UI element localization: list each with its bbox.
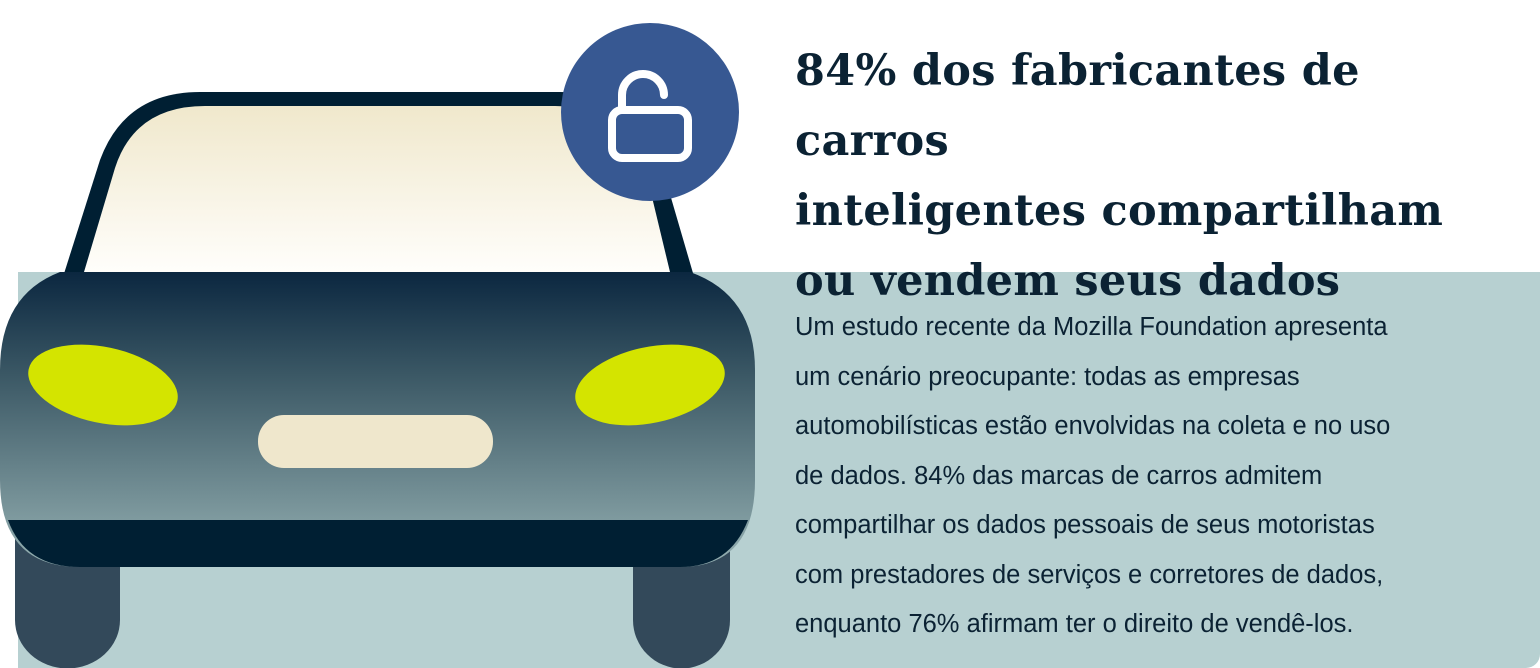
windshield-glass (84, 106, 670, 272)
headlight-left (28, 344, 178, 426)
body-line: Um estudo recente da Mozilla Foundation … (795, 313, 1388, 341)
body-line: com prestadores de serviços e corretores… (795, 560, 1384, 589)
body-line: compartilhar os dados pessoais de seus m… (795, 511, 1375, 539)
headline: 84% dos fabricantes de carros inteligent… (795, 36, 1515, 316)
headline-line: ou vendem seus dados (795, 256, 1341, 306)
headlight-right (575, 344, 725, 426)
headline-line: inteligentes compartilham (795, 186, 1444, 236)
body-line: de dados. 84% das marcas de carros admit… (795, 461, 1323, 490)
car-illustration (0, 23, 755, 668)
grille (258, 415, 493, 468)
body-line: enquanto 76% afirmam ter o direito de ve… (795, 610, 1354, 638)
body-line: um cenário preocupante: todas as empresa… (795, 362, 1300, 391)
headline-line: 84% dos fabricantes de carros (795, 46, 1360, 166)
unlocked-padlock-icon (561, 23, 739, 201)
body-line: automobilísticas estão envolvidas na col… (795, 412, 1391, 440)
body-paragraph: Um estudo recente da Mozilla Foundation … (795, 303, 1515, 650)
